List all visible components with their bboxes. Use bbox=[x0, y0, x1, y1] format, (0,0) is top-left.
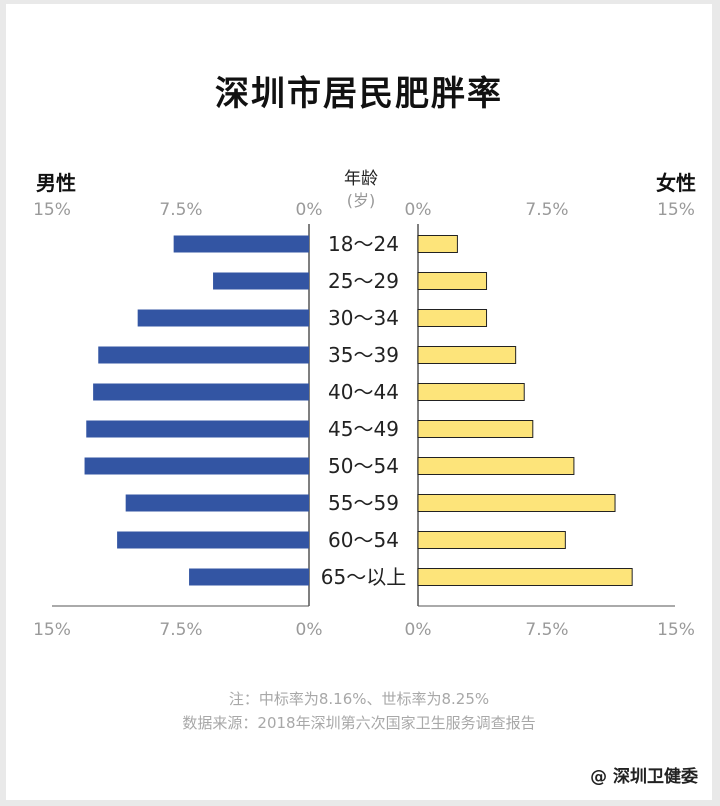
tick-top-left-7-5: 7.5% bbox=[159, 200, 203, 220]
tick-top-right-7-5: 7.5% bbox=[525, 200, 569, 220]
note-line-2: 数据来源：2018年深圳第六次国家卫生服务调查报告 bbox=[182, 714, 536, 732]
age-group-label: 60～54 bbox=[328, 528, 399, 552]
female-label: 女性 bbox=[656, 171, 696, 195]
age-group-label: 65～以上 bbox=[321, 565, 406, 589]
male-bar bbox=[189, 568, 309, 586]
chart-card: 深圳市居民肥胖率 男性 女性 年龄 (岁) 15% 7.5% 0% 0% 7.5… bbox=[6, 4, 712, 800]
female-bar bbox=[417, 346, 517, 364]
age-group-label: 55～59 bbox=[328, 491, 399, 515]
tick-top-left-0: 0% bbox=[295, 200, 323, 220]
female-bar bbox=[417, 383, 525, 401]
male-bar bbox=[125, 494, 309, 512]
age-group-label: 40～44 bbox=[328, 380, 399, 404]
male-bar bbox=[84, 457, 309, 475]
watermark-source: @ 深圳卫健委 bbox=[590, 767, 698, 787]
male-label: 男性 bbox=[36, 171, 76, 195]
tick-top-left-15: 15% bbox=[33, 200, 71, 220]
chart-title: 深圳市居民肥胖率 bbox=[215, 74, 503, 114]
male-bar bbox=[117, 531, 310, 549]
female-bar bbox=[417, 531, 566, 549]
male-bar bbox=[213, 272, 309, 290]
male-bar bbox=[137, 309, 309, 327]
tick-bottom-right-7-5: 7.5% bbox=[525, 620, 569, 640]
female-bar bbox=[417, 568, 633, 586]
age-group-label: 18～24 bbox=[328, 232, 399, 256]
male-bar bbox=[98, 346, 309, 364]
butterfly-chart: 18～24 25～29 30～34 35～39 40～44 45～49 50～54 55～59… bbox=[52, 224, 675, 607]
male-bar bbox=[86, 420, 310, 438]
age-group-label: 35～39 bbox=[328, 343, 399, 367]
female-bar bbox=[417, 420, 534, 438]
female-bar bbox=[417, 494, 616, 512]
tick-bottom-left-0: 0% bbox=[295, 620, 323, 640]
age-label: 年龄 bbox=[344, 169, 378, 189]
tick-bottom-left-15: 15% bbox=[33, 620, 71, 640]
male-bar bbox=[173, 235, 309, 253]
female-bar bbox=[417, 457, 575, 475]
age-group-label: 30～34 bbox=[328, 306, 399, 330]
age-group-label: 25～29 bbox=[328, 269, 399, 293]
age-unit: (岁) bbox=[346, 191, 376, 210]
tick-top-right-0: 0% bbox=[404, 200, 432, 220]
age-group-label: 45～49 bbox=[328, 417, 399, 441]
tick-bottom-left-7-5: 7.5% bbox=[159, 620, 203, 640]
tick-bottom-right-0: 0% bbox=[404, 620, 432, 640]
age-group-label: 50～54 bbox=[328, 454, 399, 478]
tick-bottom-right-15: 15% bbox=[657, 620, 695, 640]
female-bar bbox=[417, 309, 488, 327]
male-bar bbox=[93, 383, 310, 401]
tick-top-right-15: 15% bbox=[657, 200, 695, 220]
female-bar bbox=[417, 235, 458, 253]
note-line-1: 注：中标率为8.16%、世标率为8.25% bbox=[228, 690, 490, 708]
female-bar bbox=[417, 272, 488, 290]
